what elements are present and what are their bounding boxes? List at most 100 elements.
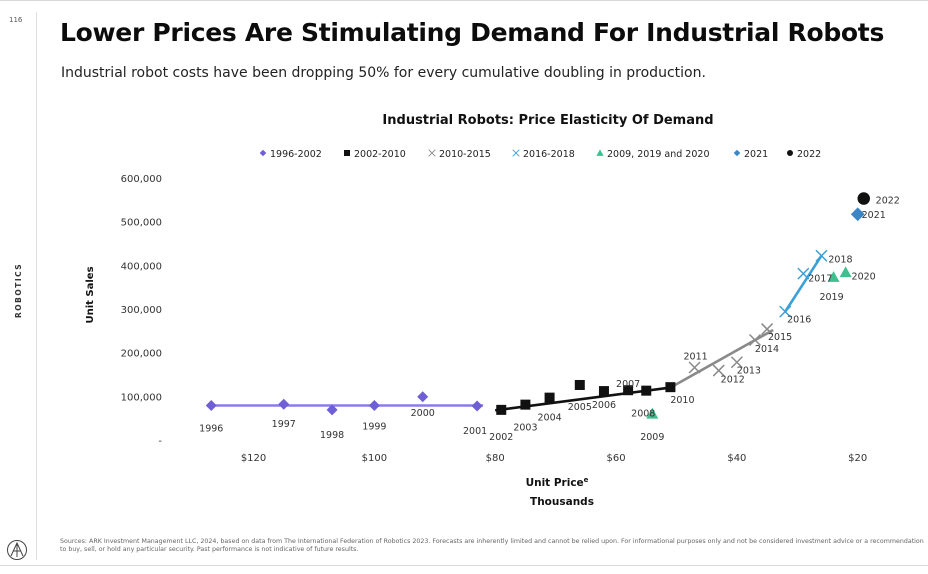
point-label-2007: 2007 bbox=[616, 379, 640, 390]
point-2005 bbox=[574, 379, 585, 390]
legend-label: 2002-2010 bbox=[354, 149, 406, 160]
x-tick-label: $80 bbox=[486, 453, 505, 464]
point-label-2020: 2020 bbox=[852, 271, 876, 282]
page-number: 116 bbox=[9, 16, 23, 24]
point-label-2008: 2008 bbox=[631, 409, 655, 420]
point-2019 bbox=[827, 271, 840, 282]
legend-item: 2009, 2019 and 2020 bbox=[596, 149, 709, 160]
y-tick-label: - bbox=[158, 436, 162, 447]
point-label-2004: 2004 bbox=[537, 413, 561, 424]
y-tick-label: 200,000 bbox=[121, 349, 162, 360]
point-2011 bbox=[688, 361, 701, 374]
legend-item: 2021 bbox=[733, 149, 768, 160]
y-tick-label: 500,000 bbox=[121, 218, 162, 229]
point-label-2019: 2019 bbox=[819, 292, 843, 303]
x-tick-label: $100 bbox=[362, 453, 387, 464]
point-label-2005: 2005 bbox=[568, 402, 592, 413]
legend-item: 1996-2002 bbox=[259, 149, 322, 160]
legend-label: 2022 bbox=[797, 149, 821, 160]
y-tick-label: 300,000 bbox=[121, 305, 162, 316]
point-2018 bbox=[815, 249, 828, 262]
point-label-2010: 2010 bbox=[670, 395, 694, 406]
point-label-2018: 2018 bbox=[828, 255, 852, 266]
point-label-2017: 2017 bbox=[808, 274, 832, 285]
page-title: Lower Prices Are Stimulating Demand For … bbox=[60, 18, 885, 47]
legend-label: 2010-2015 bbox=[439, 149, 491, 160]
data-points bbox=[205, 192, 870, 419]
chart-legend: 1996-2002 2002-2010 2010-2015 2016-2018 2009… bbox=[259, 149, 821, 160]
point-1998 bbox=[326, 404, 338, 416]
point-1996 bbox=[205, 400, 217, 412]
point-label-2011: 2011 bbox=[683, 352, 707, 363]
point-1997 bbox=[278, 398, 290, 410]
point-2001 bbox=[471, 400, 483, 412]
x-axis-units: Thousands bbox=[530, 496, 594, 508]
point-2020 bbox=[839, 266, 852, 278]
point-2000 bbox=[417, 391, 429, 403]
point-2008 bbox=[641, 385, 652, 396]
point-2009 bbox=[646, 407, 659, 419]
point-label-2009: 2009 bbox=[640, 432, 664, 443]
x-tick-label: $120 bbox=[241, 453, 266, 464]
point-label-2000: 2000 bbox=[411, 408, 435, 419]
legend-marker-icon bbox=[512, 149, 520, 157]
bottom-border bbox=[0, 565, 928, 566]
point-2003 bbox=[520, 399, 531, 410]
point-label-2002: 2002 bbox=[489, 432, 513, 443]
legend-label: 1996-2002 bbox=[270, 149, 322, 160]
trend-lines bbox=[211, 255, 823, 412]
point-label-2013: 2013 bbox=[737, 365, 761, 376]
sources-footnote: Sources: ARK Investment Management LLC, … bbox=[60, 538, 924, 553]
point-label-1998: 1998 bbox=[320, 430, 344, 441]
legend-item: 2002-2010 bbox=[344, 149, 406, 160]
point-2016 bbox=[779, 305, 792, 318]
chart-title: Industrial Robots: Price Elasticity Of D… bbox=[382, 113, 713, 128]
legend-label: 2009, 2019 and 2020 bbox=[607, 149, 709, 160]
sidebar-divider bbox=[36, 12, 37, 560]
y-tick-label: 600,000 bbox=[121, 174, 162, 185]
legend-marker-icon bbox=[596, 149, 604, 156]
page-subtitle: Industrial robot costs have been droppin… bbox=[61, 65, 706, 81]
point-label-2022: 2022 bbox=[876, 196, 900, 207]
point-label-2016: 2016 bbox=[787, 315, 811, 326]
point-label-2012: 2012 bbox=[721, 375, 745, 386]
point-2010 bbox=[665, 382, 676, 393]
point-2017 bbox=[797, 267, 810, 280]
trend-line bbox=[784, 255, 823, 313]
point-label-1999: 1999 bbox=[362, 422, 386, 433]
point-2007 bbox=[623, 385, 634, 396]
point-2002 bbox=[496, 404, 507, 415]
ark-logo-icon bbox=[7, 540, 27, 560]
point-2014 bbox=[748, 333, 762, 347]
point-2015 bbox=[761, 323, 774, 336]
point-label-2014: 2014 bbox=[755, 344, 779, 355]
x-tick-label: $40 bbox=[727, 453, 746, 464]
legend-label: 2016-2018 bbox=[523, 149, 575, 160]
point-label-2021: 2021 bbox=[862, 210, 886, 221]
x-axis-ticks: $120 $100 $80 $60 $40 $20 bbox=[241, 453, 867, 464]
y-tick-label: 400,000 bbox=[121, 261, 162, 272]
legend-item: 2016-2018 bbox=[512, 149, 575, 160]
legend-marker-icon bbox=[259, 149, 267, 157]
x-tick-label: $60 bbox=[606, 453, 625, 464]
legend-label: 2021 bbox=[744, 149, 768, 160]
point-2022 bbox=[857, 192, 870, 205]
point-2006 bbox=[598, 386, 609, 397]
point-label-2001: 2001 bbox=[463, 426, 487, 437]
legend-item: 2022 bbox=[787, 149, 821, 160]
legend-item: 2010-2015 bbox=[428, 149, 491, 160]
point-label-2015: 2015 bbox=[768, 332, 792, 343]
y-axis-label: Unit Sales bbox=[85, 266, 96, 323]
x-axis-label-text: Unit Price bbox=[526, 477, 584, 489]
point-2012 bbox=[712, 364, 725, 377]
y-axis-ticks: - 100,000 200,000 300,000 400,000 500,000 600,… bbox=[121, 174, 163, 447]
legend-marker-icon bbox=[428, 149, 436, 157]
point-2013 bbox=[730, 356, 743, 369]
point-label-1996: 1996 bbox=[199, 424, 223, 435]
point-label-2003: 2003 bbox=[513, 423, 537, 434]
x-axis-label: Unit Pricee bbox=[526, 476, 589, 489]
point-2004 bbox=[544, 392, 555, 403]
x-tick-label: $20 bbox=[848, 453, 867, 464]
